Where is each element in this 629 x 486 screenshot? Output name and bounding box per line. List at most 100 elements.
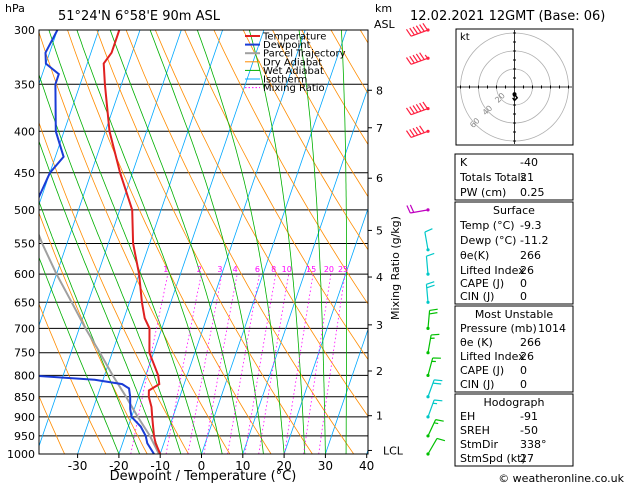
header-location: 51°24'N 6°58'E 90m ASL [58,9,221,24]
wet-adiabat-line [39,140,161,454]
wind-barb [426,333,440,355]
pressure-tick-label: 950 [14,430,35,443]
mixing-ratio-line [227,274,260,454]
mixing-ratio-line [187,274,223,454]
mixing-ratio-label: 1 [163,265,168,274]
wind-barb [405,23,430,37]
pw-value: 0.25 [520,186,545,199]
dry-adiabat-line [125,30,355,454]
mu-cape-label: CAPE (J) [460,364,504,377]
dry-adiabat-line [39,303,107,454]
mixing-ratio-label: 4 [233,265,238,274]
mixing-ratio-axis-label: Mixing Ratio (g/kg) [389,216,402,320]
isotherm-line [159,30,306,454]
wet-adiabat-line [39,256,120,454]
mixing-ratio-line [165,274,202,454]
surface-cin-value: 0 [520,290,527,303]
legend-label: Dewpoint [263,40,311,51]
x-tick-label: 0 [198,459,206,473]
lcl-label: LCL [383,444,404,457]
wet-adiabat-line [341,30,347,454]
skewt-grid-lines: 1 2 3 4 6 8 10 15 20 25 [39,30,368,454]
dry-adiabat-line [39,395,65,454]
eh-value: -91 [520,410,538,423]
hodograph-title: Hodograph [484,396,545,409]
pressure-tick-label: 400 [14,125,35,138]
mu-cin-value: 0 [520,378,527,391]
x-tick-label: -30 [68,459,88,473]
indices-panel: K -40 Totals Totals 21 PW (cm) 0.25 Surf… [454,153,574,467]
surface-temp-label: Temp (°C) [459,219,515,232]
mixing-ratio-line [203,274,238,454]
sreh-label: SREH [460,424,490,437]
skewt-frame [38,29,369,455]
mixing-ratio-line [284,274,314,454]
isotherm-line [118,30,265,454]
height-km-label: 1 [376,410,383,423]
surface-temp-value: -9.3 [520,219,541,232]
sreh-value: -50 [520,424,538,437]
wind-barb [426,437,446,456]
wind-barb [425,281,435,304]
pressure-tick-label: 750 [14,347,35,360]
isotherm-line [201,30,347,454]
header-datetime: 12.02.2021 12GMT (Base: 06) [410,9,605,24]
indices-box-surface [454,201,574,305]
pressure-tick-label: 350 [14,78,35,91]
indices-box-hodograph [454,393,574,467]
asl-label: ASL [374,18,396,31]
wind-barb [426,399,443,419]
height-km-label: 6 [376,172,383,185]
legend-label: Wet Adiabat [263,66,324,77]
mixing-ratio-label: 8 [271,265,276,274]
indices-box-most-unstable [454,305,574,393]
wind-barb [426,308,438,330]
x-tick-label: 20 [276,459,291,473]
wet-adiabat-line [39,200,140,454]
pressure-tick-label: 600 [14,268,35,281]
wind-barb [405,52,430,65]
pressure-tick-label: 1000 [7,448,35,461]
dry-adiabat-line [67,30,272,454]
mixing-ratio-line [244,274,277,454]
wind-barbs [405,23,446,456]
dry-adiabat-line [96,30,313,454]
isotherm-line [77,30,223,454]
height-km-label: 4 [376,271,383,284]
isotherm-line [242,86,368,454]
isotherm-line [39,30,141,327]
mixing-ratio-label: 3 [217,265,222,274]
dry-adiabat-line [184,30,368,361]
isotherm-line [283,207,368,454]
skewt-profiles [39,30,162,454]
most-unstable-title: Most Unstable [475,308,554,321]
x-axis-label: Dewpoint / Temperature (°C) [110,469,297,484]
height-km-label: 2 [376,365,383,378]
surface-title: Surface [493,204,535,217]
legend-label: Dry Adiabat [263,57,322,68]
parcel-trajectory-line [39,232,161,454]
surface-li-value: 26 [520,264,534,277]
mu-pressure-label: Pressure (mb) [460,322,537,335]
surface-li-label: Lifted Index [460,264,525,277]
surface-thetae-value: 266 [520,249,541,262]
pressure-tick-label: 500 [14,204,35,217]
mixing-ratio-label: 10 [282,265,292,274]
mixing-ratio-label: 20 [324,265,334,274]
dry-adiabat-line [272,30,368,198]
totals-totals-label: Totals Totals [459,171,527,184]
wet-adiabat-line [196,30,285,454]
surface-thetae-label: θe(K) [460,249,489,262]
dry-adiabat-line [213,30,368,305]
height-km-label: 5 [376,224,383,237]
isotherm-line [325,328,368,454]
pw-label: PW (cm) [460,186,506,199]
wind-barb [425,252,435,276]
dry-adiabat-line [39,31,231,454]
mu-thetae-value: 266 [520,336,541,349]
wet-adiabat-line [248,30,306,454]
isotherm-line [39,30,182,448]
